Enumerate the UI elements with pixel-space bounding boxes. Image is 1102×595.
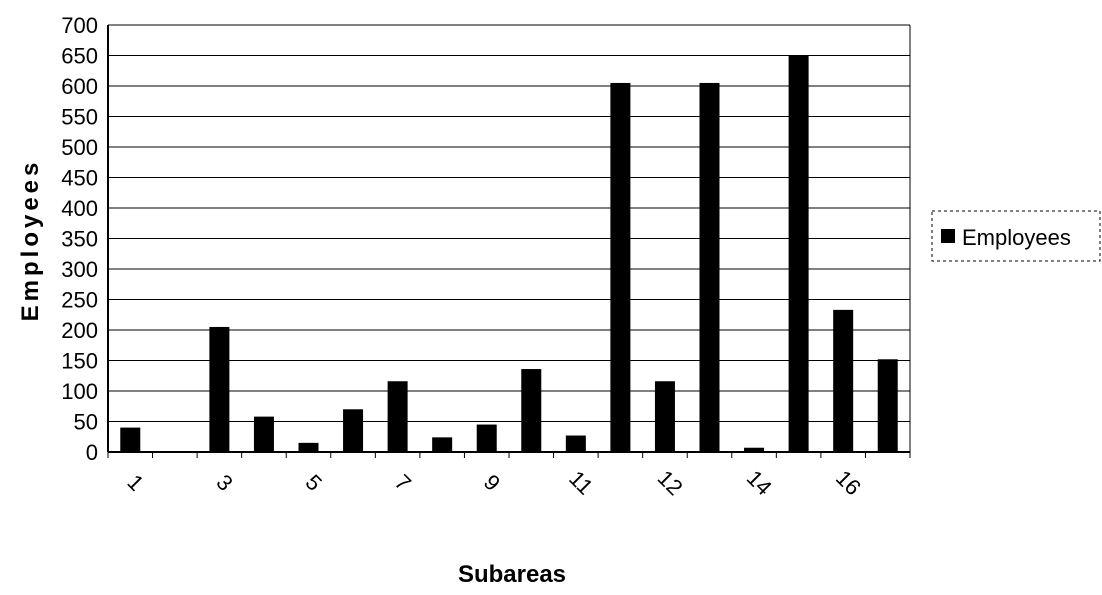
y-tick-label: 500 [61, 135, 98, 160]
y-tick-label: 550 [61, 105, 98, 130]
bar-series [120, 56, 897, 453]
y-tick-labels: 0 50 100 150 200 250 300 350 400 450 500 550 600 650 7… [61, 13, 98, 465]
legend-swatch [941, 229, 955, 243]
bar [655, 381, 675, 452]
bar [789, 56, 809, 453]
y-tick-label: 250 [61, 288, 98, 313]
bar [700, 83, 720, 452]
bar [209, 327, 229, 452]
bar [120, 428, 140, 452]
legend: Employees [932, 211, 1100, 261]
y-tick-label: 400 [61, 196, 98, 221]
y-tick-label: 350 [61, 227, 98, 252]
y-tick-label: 100 [61, 379, 98, 404]
bar [610, 83, 630, 452]
bar [388, 381, 408, 452]
y-tick-label: 150 [61, 349, 98, 374]
bar [878, 359, 898, 452]
bar [477, 425, 497, 452]
x-tick-label: 16 [831, 465, 866, 500]
x-axis-title: Subareas [458, 561, 566, 588]
y-tick-label: 600 [61, 74, 98, 99]
y-tick-label: 50 [74, 410, 98, 435]
legend-label: Employees [962, 225, 1071, 250]
x-tick-label: 12 [653, 465, 688, 500]
y-tick-label: 300 [61, 257, 98, 282]
x-tick-label: 1 [122, 470, 148, 496]
x-tick-labels: 1 3 5 7 9 11 12 14 16 [122, 465, 866, 500]
x-tick-label: 14 [742, 465, 777, 500]
y-tick-label: 450 [61, 166, 98, 191]
x-tick-label: 11 [564, 466, 598, 500]
bar [432, 437, 452, 452]
y-axis-title: Employees [17, 159, 44, 322]
bar [299, 443, 319, 452]
x-tick-label: 7 [390, 470, 416, 496]
x-tick-label: 9 [479, 470, 505, 496]
y-tick-label: 700 [61, 13, 98, 38]
bar [254, 417, 274, 452]
bar [521, 369, 541, 452]
bar [343, 409, 363, 452]
x-tick-label: 5 [301, 470, 327, 496]
bar [566, 436, 586, 452]
bar [833, 310, 853, 452]
x-tick-label: 3 [212, 470, 238, 496]
y-tick-label: 650 [61, 44, 98, 69]
y-tick-label: 0 [86, 440, 98, 465]
y-tick-label: 200 [61, 318, 98, 343]
